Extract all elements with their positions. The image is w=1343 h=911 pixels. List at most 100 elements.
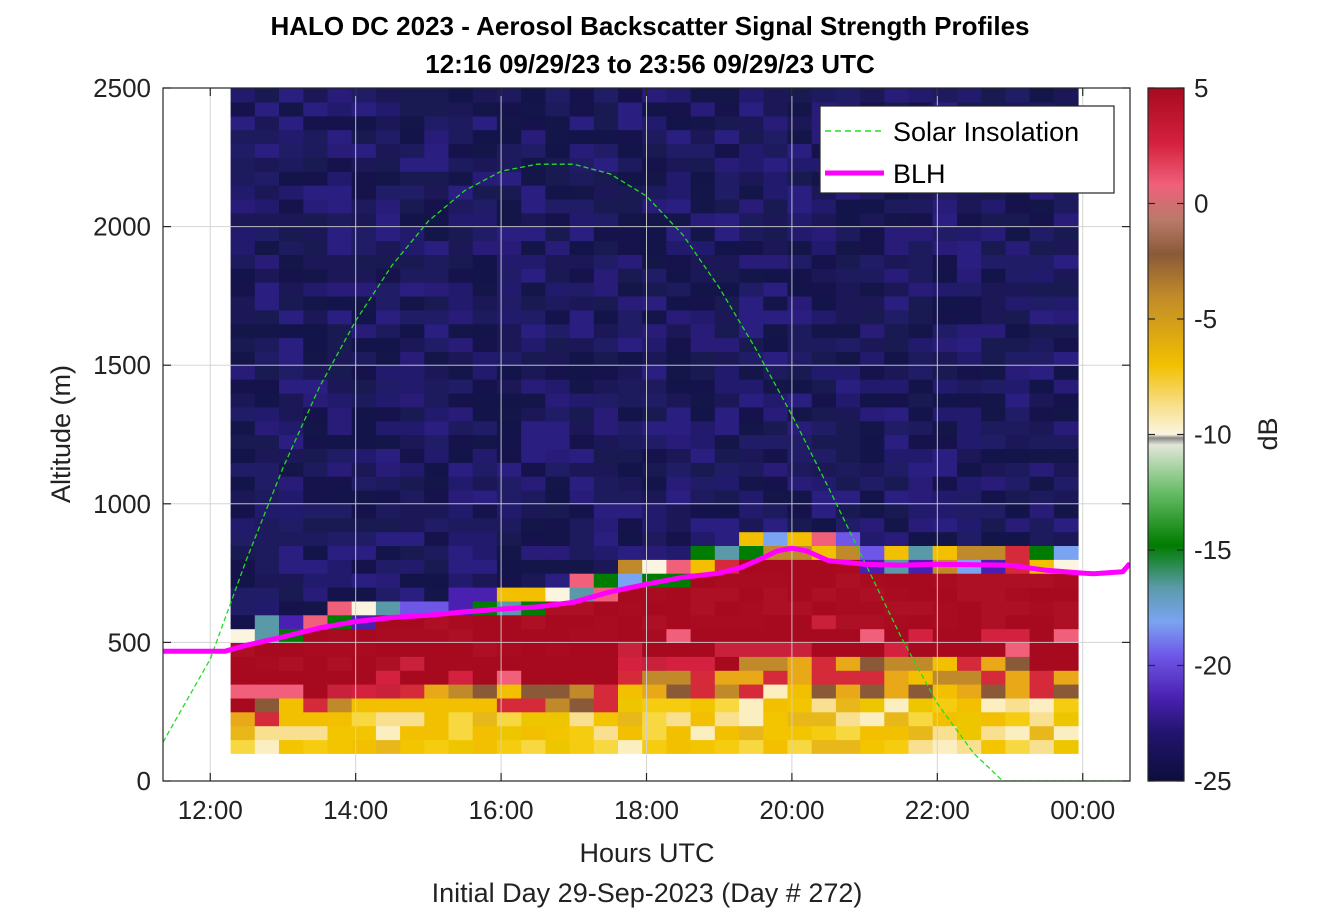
heatmap-cell [254,739,280,754]
heatmap-cell [884,476,910,491]
heatmap-cell [811,614,837,630]
heatmap-cell [351,642,377,657]
heatmap-cell [472,545,498,560]
heatmap-cell [472,434,498,449]
heatmap-cell [666,309,692,325]
heatmap-cell [618,351,643,366]
heatmap-cell [642,587,667,602]
heatmap-cell [327,309,353,325]
heatmap-cell [1053,240,1079,255]
heatmap-cell [714,462,740,477]
heatmap-cell [448,406,474,422]
heatmap-cell [400,240,425,255]
heatmap-cell [351,628,377,643]
heatmap-cell [787,226,813,242]
heatmap-cell [496,282,522,297]
heatmap-cell [472,157,498,172]
heatmap-cell [739,212,764,228]
heatmap-cell [472,476,498,491]
heatmap-cell [787,337,813,352]
heatmap-cell [908,434,934,449]
heatmap-cell [642,254,667,269]
heatmap-cell [496,684,522,699]
heatmap-cell [666,489,692,505]
heatmap-cell [787,462,813,477]
heatmap-cell [957,587,982,602]
heatmap-cell [375,573,401,588]
heatmap-cell [690,559,716,574]
heatmap-cell [327,240,353,255]
heatmap-cell [521,587,546,602]
heatmap-cell [448,240,474,255]
heatmap-cell [618,282,643,297]
heatmap-cell [424,351,450,366]
heatmap-cell [787,600,813,616]
heatmap-cell [1005,198,1031,214]
heatmap-cell [714,282,740,297]
heatmap-cell [1053,226,1079,242]
heatmap-cell [569,171,595,186]
heatmap-cell [884,489,910,505]
heatmap-cell [448,725,474,741]
heatmap-cell [1053,88,1079,103]
heatmap-cell [424,559,450,574]
heatmap-cell [496,268,522,283]
heatmap-cell [835,545,861,560]
heatmap-cell [1029,476,1055,491]
heatmap-cell [472,365,498,380]
heatmap-cell [739,268,764,283]
heatmap-cell [1005,295,1031,311]
heatmap-cell [593,739,619,754]
heatmap-cell [375,600,401,616]
heatmap-cell [569,628,595,643]
heatmap-cell [932,254,958,269]
heatmap-cell [1005,337,1031,352]
heatmap-cell [351,531,377,546]
heatmap-cell [739,226,764,242]
heatmap-cell [908,337,934,352]
heatmap-cell [472,198,498,214]
heatmap-cell [666,115,692,131]
heatmap-cell [448,198,474,214]
heatmap-cell [254,725,280,741]
heatmap-cell [254,503,280,519]
heatmap-cell [375,406,401,422]
heatmap-cell [351,420,377,436]
heatmap-cell [569,115,595,131]
heatmap-cell [787,448,813,463]
heatmap-cell [957,212,982,228]
heatmap-cell [739,489,764,505]
heatmap-cell [1005,642,1031,657]
heatmap-cell [400,476,425,491]
heatmap-cell [593,517,619,533]
heatmap-cell [1005,462,1031,477]
heatmap-cell [908,448,934,463]
heatmap-cell [835,448,861,463]
heatmap-cell [884,198,910,214]
heatmap-cell [327,115,353,131]
heatmap-cell [303,379,329,394]
heatmap-cell [303,517,329,533]
heatmap-cell [424,268,450,283]
heatmap-cell [424,448,450,463]
heatmap-cell [496,337,522,352]
heatmap-cell [400,337,425,352]
heatmap-cell [472,531,498,546]
heatmap-cell [351,240,377,255]
heatmap-cell [811,379,837,394]
heatmap-cell [618,559,643,574]
heatmap-cell [472,226,498,242]
heatmap-cell [1029,406,1055,422]
heatmap-cell [884,240,910,255]
heatmap-cell [811,517,837,533]
heatmap-cell [593,489,619,505]
heatmap-cell [908,462,934,477]
heatmap-cell [400,309,425,325]
heatmap-cell [981,697,1006,713]
heatmap-cell [1029,448,1055,463]
heatmap-cell [835,309,861,325]
heatmap-cell [545,143,571,158]
colorbar-tick-label: -5 [1194,304,1217,334]
heatmap-cell [424,129,450,145]
